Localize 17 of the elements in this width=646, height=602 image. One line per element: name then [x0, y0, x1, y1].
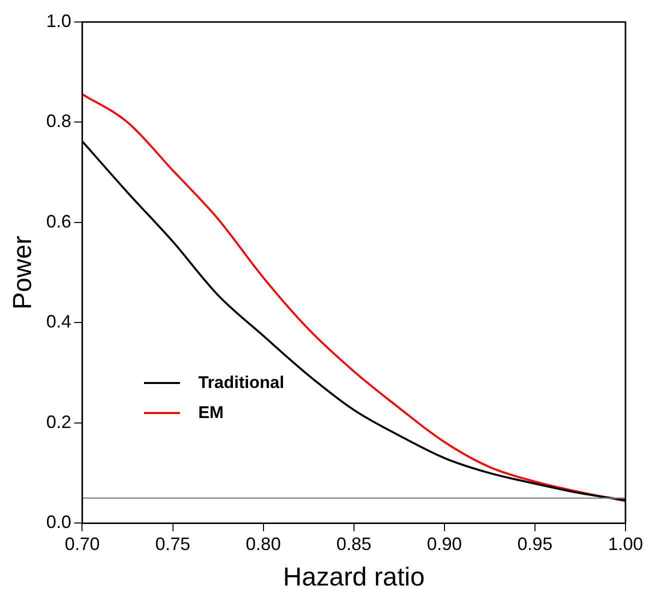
x-tick-label: 1.00	[608, 534, 644, 554]
y-tick-label: 0.2	[46, 412, 72, 432]
y-tick-label: 0.0	[46, 512, 72, 532]
x-tick-label: 0.85	[336, 534, 372, 554]
y-axis-title: Power	[6, 235, 37, 310]
y-tick-label: 0.8	[46, 111, 72, 132]
x-tick-label: 0.70	[64, 534, 100, 554]
x-tick-label: 0.80	[246, 534, 281, 554]
x-tick-label: 0.90	[426, 534, 462, 554]
x-axis-title: Hazard ratio	[283, 562, 425, 592]
legend-label: EM	[198, 403, 224, 424]
x-tick-label: 0.95	[517, 534, 552, 554]
y-tick-label: 0.6	[46, 211, 72, 232]
y-tick-label: 1.0	[46, 10, 72, 31]
y-tick-label: 0.4	[46, 312, 72, 332]
x-tick-label: 0.75	[155, 534, 190, 554]
legend-label: Traditional	[198, 373, 284, 394]
